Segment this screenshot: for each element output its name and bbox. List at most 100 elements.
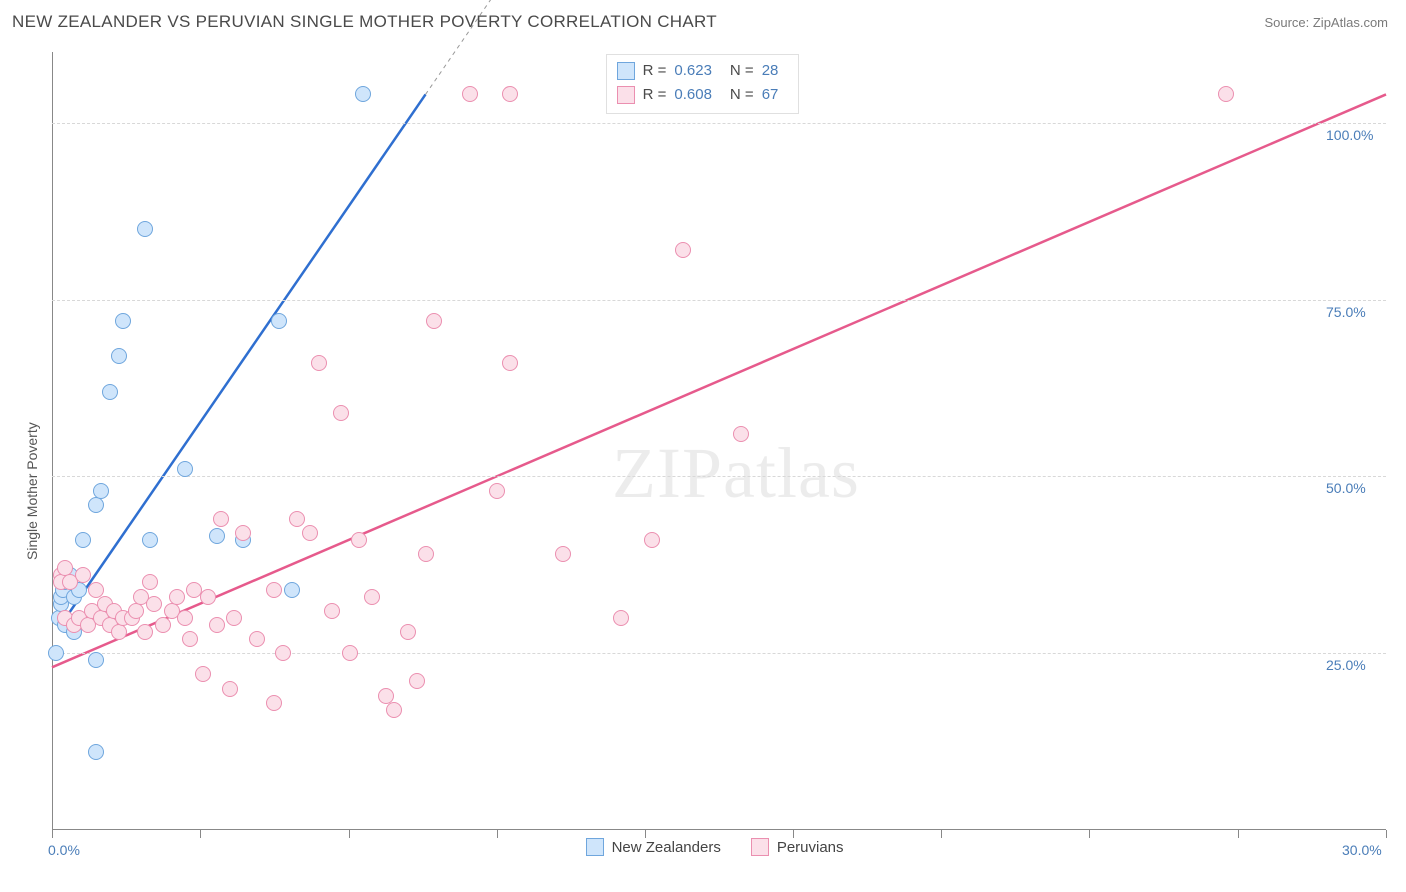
data-point	[209, 528, 225, 544]
data-point	[400, 624, 416, 640]
data-point	[93, 483, 109, 499]
data-point	[266, 582, 282, 598]
data-point	[644, 532, 660, 548]
legend-label: New Zealanders	[612, 839, 721, 856]
data-point	[555, 546, 571, 562]
data-point	[426, 313, 442, 329]
legend-swatch	[617, 62, 635, 80]
stats-legend-row: R = 0.608 N = 67	[617, 83, 789, 107]
data-point	[88, 744, 104, 760]
data-point	[177, 610, 193, 626]
data-point	[333, 405, 349, 421]
data-point	[169, 589, 185, 605]
data-point	[733, 426, 749, 442]
data-point	[235, 525, 251, 541]
grid-line	[52, 653, 1386, 654]
data-point	[200, 589, 216, 605]
data-point	[613, 610, 629, 626]
data-point	[182, 631, 198, 647]
data-point	[266, 695, 282, 711]
grid-line	[52, 300, 1386, 301]
data-point	[1218, 86, 1234, 102]
data-point	[115, 313, 131, 329]
y-axis-label: Single Mother Poverty	[24, 422, 40, 560]
data-point	[462, 86, 478, 102]
data-point	[355, 86, 371, 102]
legend-swatch	[586, 838, 604, 856]
data-point	[48, 645, 64, 661]
data-point	[502, 86, 518, 102]
data-point	[128, 603, 144, 619]
stats-legend-box: R = 0.623N = 28R = 0.608 N = 67	[606, 54, 800, 114]
data-point	[324, 603, 340, 619]
r-value: 0.608	[674, 83, 712, 107]
legend-item: Peruvians	[751, 838, 844, 856]
data-point	[302, 525, 318, 541]
data-point	[418, 546, 434, 562]
x-tick-mark	[497, 830, 498, 838]
n-value: 28	[762, 59, 779, 83]
data-point	[213, 511, 229, 527]
data-point	[222, 681, 238, 697]
data-point	[142, 532, 158, 548]
n-value: 67	[762, 83, 779, 107]
data-point	[226, 610, 242, 626]
legend-swatch	[751, 838, 769, 856]
data-point	[111, 348, 127, 364]
y-tick-label: 75.0%	[1326, 304, 1366, 320]
x-tick-mark	[645, 830, 646, 838]
x-tick-mark	[52, 830, 53, 838]
x-tick-mark	[200, 830, 201, 838]
source-attribution: Source: ZipAtlas.com	[1264, 15, 1388, 30]
grid-line	[52, 476, 1386, 477]
trend-lines	[52, 52, 1386, 830]
chart-container: NEW ZEALANDER VS PERUVIAN SINGLE MOTHER …	[0, 0, 1406, 892]
series-legend: New Zealanders Peruvians	[586, 838, 844, 856]
data-point	[364, 589, 380, 605]
legend-swatch	[617, 86, 635, 104]
data-point	[289, 511, 305, 527]
data-point	[489, 483, 505, 499]
grid-line	[52, 123, 1386, 124]
stats-legend-row: R = 0.623N = 28	[617, 59, 789, 83]
r-value: 0.623	[674, 59, 712, 83]
data-point	[209, 617, 225, 633]
chart-header: NEW ZEALANDER VS PERUVIAN SINGLE MOTHER …	[0, 0, 1406, 44]
y-tick-label: 100.0%	[1326, 127, 1373, 143]
data-point	[177, 461, 193, 477]
x-tick-label: 0.0%	[48, 842, 80, 858]
trend-line	[52, 94, 1386, 667]
data-point	[675, 242, 691, 258]
data-point	[311, 355, 327, 371]
chart-title: NEW ZEALANDER VS PERUVIAN SINGLE MOTHER …	[12, 12, 717, 32]
data-point	[351, 532, 367, 548]
data-point	[502, 355, 518, 371]
data-point	[75, 532, 91, 548]
y-tick-label: 50.0%	[1326, 480, 1366, 496]
x-tick-mark	[349, 830, 350, 838]
data-point	[386, 702, 402, 718]
data-point	[88, 497, 104, 513]
x-tick-mark	[793, 830, 794, 838]
data-point	[146, 596, 162, 612]
data-point	[111, 624, 127, 640]
legend-item: New Zealanders	[586, 838, 721, 856]
data-point	[342, 645, 358, 661]
x-tick-mark	[1089, 830, 1090, 838]
data-point	[137, 624, 153, 640]
data-point	[409, 673, 425, 689]
data-point	[195, 666, 211, 682]
x-tick-mark	[1386, 830, 1387, 838]
x-tick-label: 30.0%	[1342, 842, 1382, 858]
n-label: N =	[730, 83, 754, 107]
data-point	[284, 582, 300, 598]
data-point	[88, 652, 104, 668]
data-point	[249, 631, 265, 647]
data-point	[271, 313, 287, 329]
data-point	[155, 617, 171, 633]
y-tick-label: 25.0%	[1326, 657, 1366, 673]
data-point	[142, 574, 158, 590]
r-label: R =	[643, 83, 667, 107]
r-label: R =	[643, 59, 667, 83]
data-point	[275, 645, 291, 661]
